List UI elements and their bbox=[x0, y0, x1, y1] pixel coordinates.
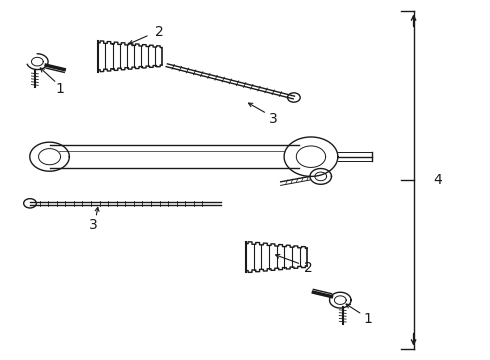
Text: 3: 3 bbox=[269, 112, 278, 126]
Text: 1: 1 bbox=[364, 312, 372, 326]
Text: 4: 4 bbox=[434, 173, 442, 187]
Text: 3: 3 bbox=[89, 218, 98, 232]
Text: 1: 1 bbox=[56, 82, 65, 95]
Text: 2: 2 bbox=[155, 25, 164, 39]
Text: 2: 2 bbox=[304, 261, 313, 275]
